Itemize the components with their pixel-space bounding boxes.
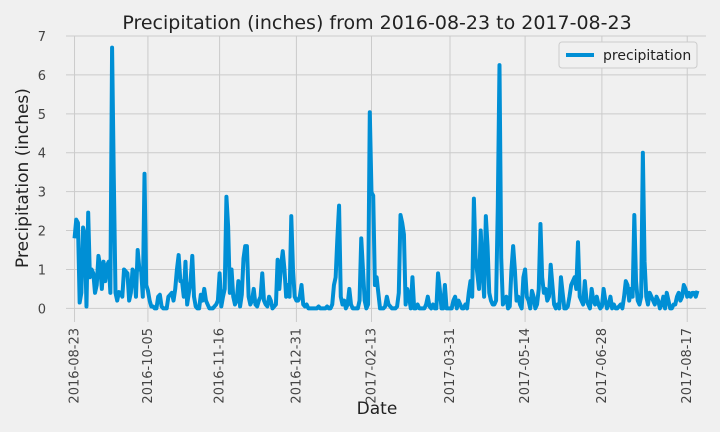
x-tick-label: 2017-06-28 — [595, 328, 610, 404]
x-tick-label: 2017-08-17 — [680, 328, 695, 404]
series-line-precipitation — [72, 45, 700, 311]
legend-box — [558, 41, 698, 69]
y-tick-label: 7 — [38, 30, 46, 45]
y-tick-label: 0 — [38, 302, 46, 317]
y-tick-label: 6 — [38, 69, 46, 84]
legend-label-precipitation: precipitation — [603, 48, 691, 64]
y-tick-label: 2 — [38, 225, 46, 240]
x-tick-label: 2016-08-23 — [68, 328, 83, 404]
x-axis-label: Date — [357, 399, 398, 419]
x-tick-label: 2016-11-16 — [213, 328, 228, 404]
y-tick-label: 3 — [38, 186, 46, 201]
x-tick-label: 2016-12-31 — [289, 328, 304, 404]
legend: precipitation — [558, 41, 698, 69]
y-tick-label: 5 — [38, 108, 46, 123]
x-tick-label: 2017-03-31 — [443, 328, 458, 404]
x-tick-label: 2016-10-05 — [141, 328, 156, 404]
x-tick-label: 2017-05-14 — [518, 328, 533, 404]
chart-title: Precipitation (inches) from 2016-08-23 t… — [122, 12, 631, 34]
y-tick-label: 4 — [38, 147, 46, 162]
series-lines — [72, 45, 700, 311]
x-tick-label: 2017-02-13 — [364, 328, 379, 404]
y-tick-label: 1 — [38, 263, 46, 278]
x-tick-labels: 2016-08-23 2016-10-05 2016-11-16 2016-12-31… — [68, 328, 696, 404]
y-axis-label: Precipitation (inches) — [13, 88, 33, 268]
y-tick-labels: 0 1 2 3 4 5 6 7 — [38, 30, 46, 317]
